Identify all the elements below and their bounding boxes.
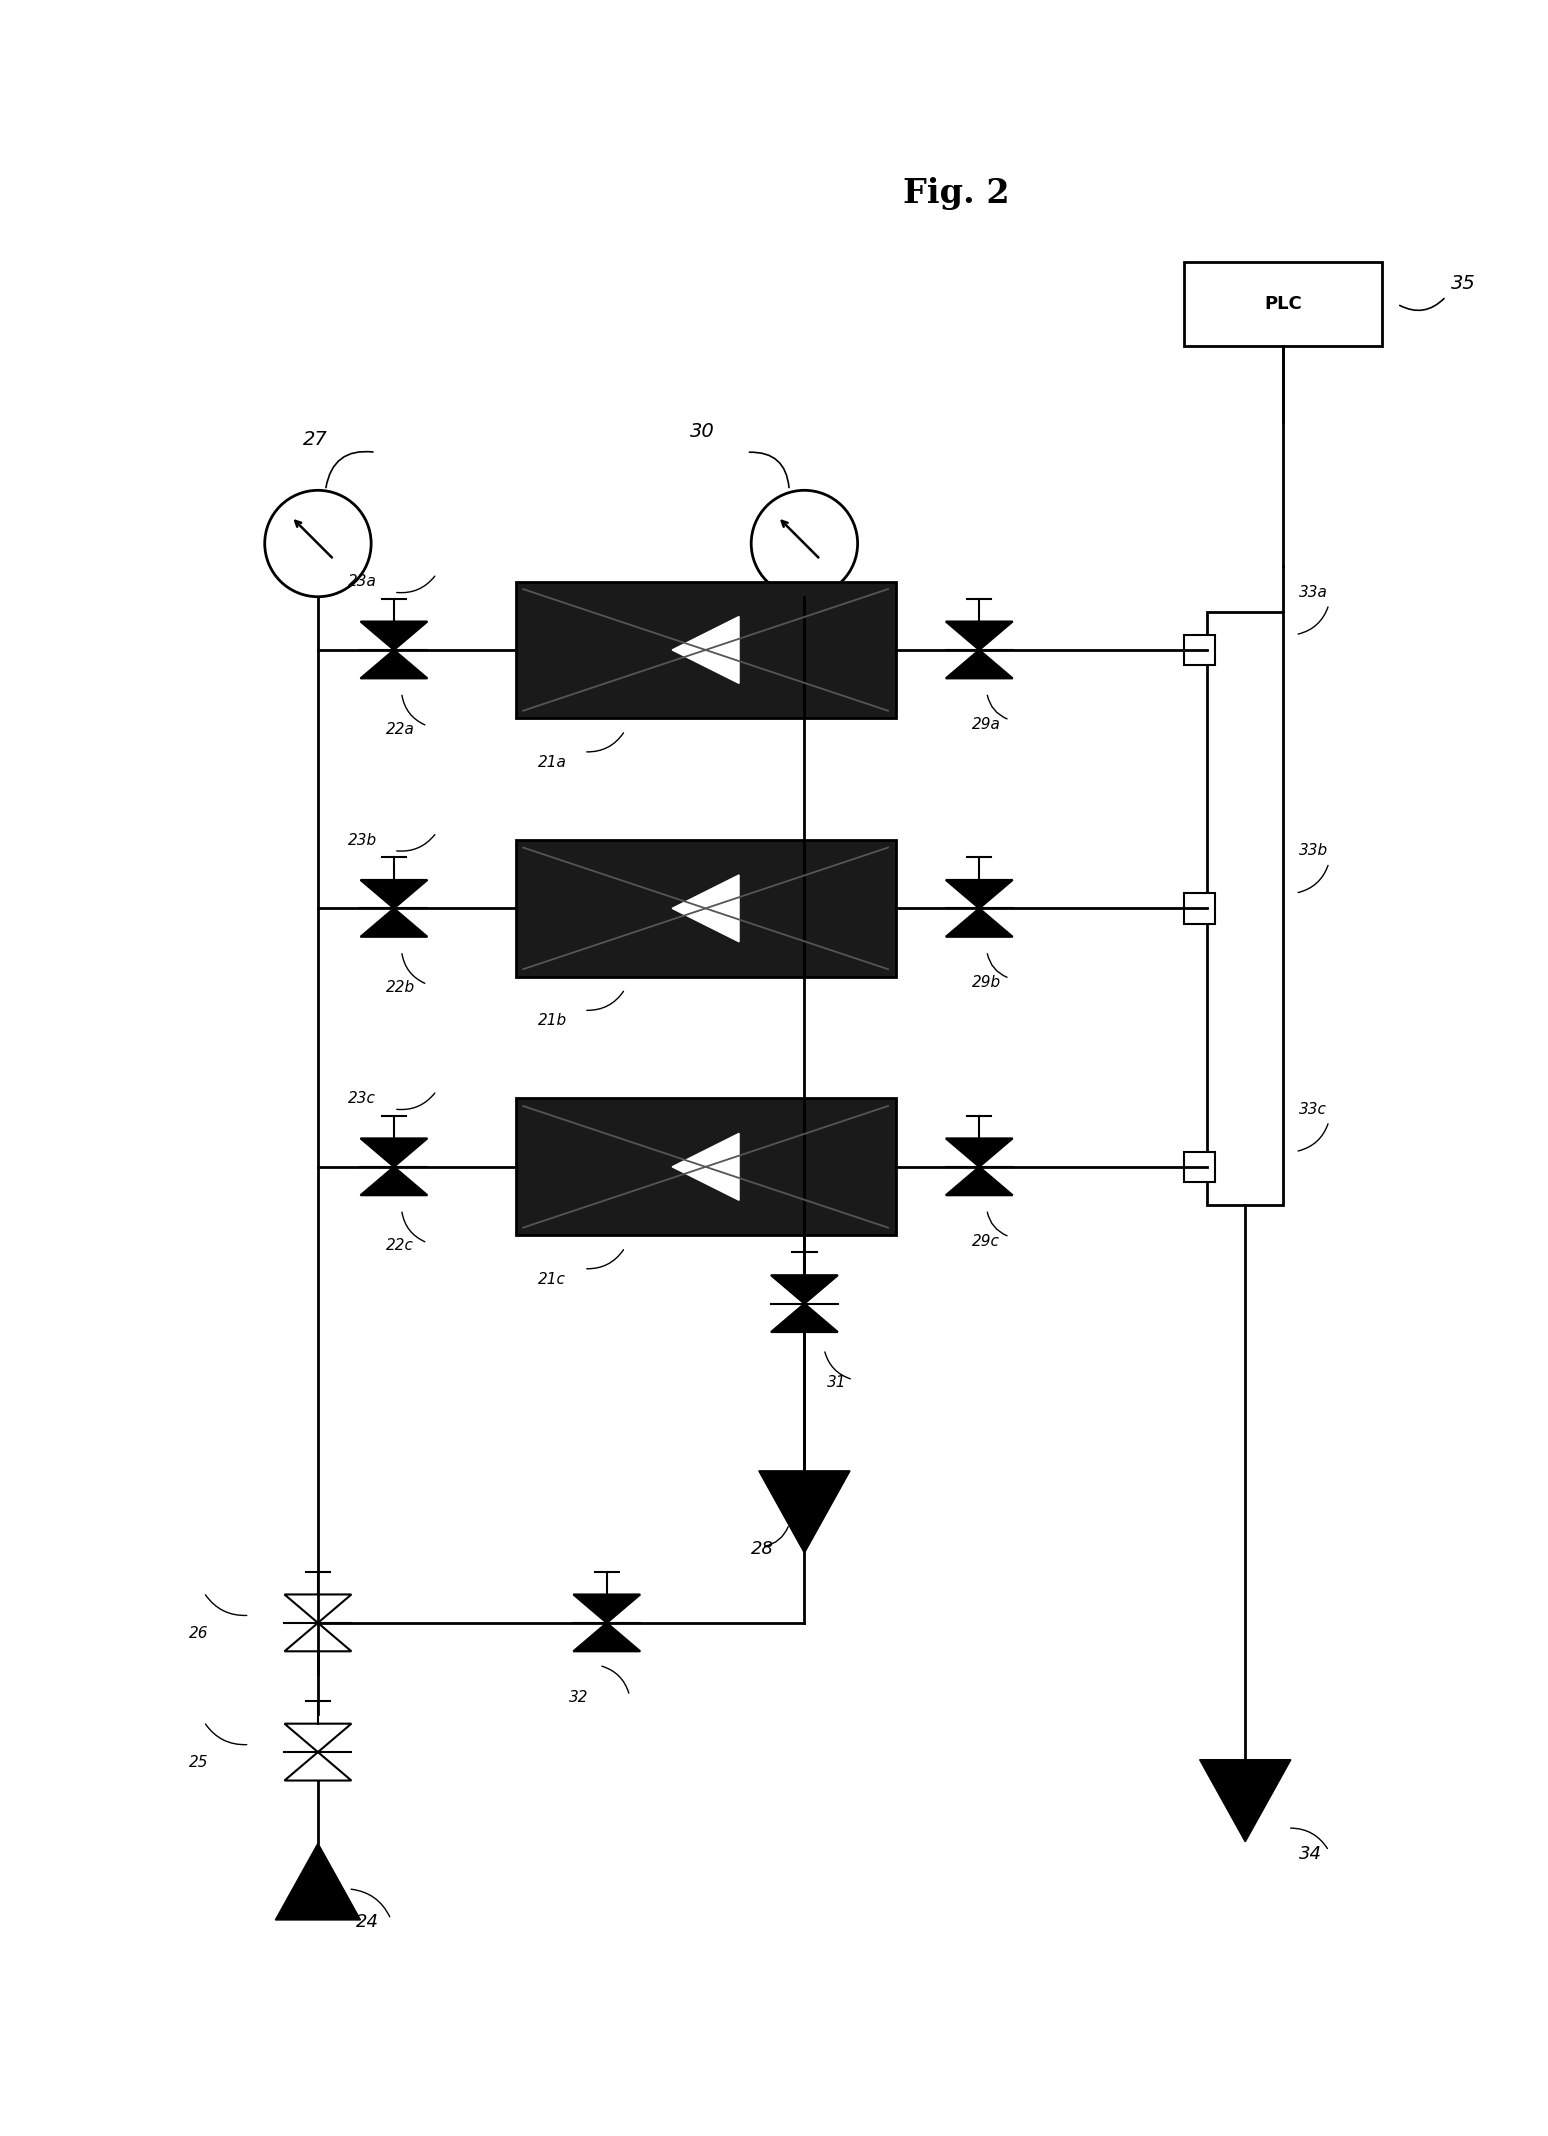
Bar: [1184, 634, 1215, 664]
Text: 35: 35: [1450, 273, 1475, 293]
Polygon shape: [672, 1134, 738, 1200]
Bar: [1207, 611, 1283, 1205]
Text: 28: 28: [751, 1540, 774, 1559]
Polygon shape: [759, 1472, 850, 1553]
Polygon shape: [672, 876, 738, 942]
Text: 22a: 22a: [387, 722, 415, 737]
Polygon shape: [276, 1843, 361, 1920]
Bar: [515, 581, 896, 718]
Bar: [1184, 263, 1382, 346]
Text: 34: 34: [1299, 1846, 1322, 1863]
Bar: [515, 1098, 896, 1235]
Polygon shape: [573, 1623, 641, 1651]
Polygon shape: [361, 1138, 427, 1166]
Text: 30: 30: [690, 423, 715, 442]
Circle shape: [265, 491, 372, 596]
Bar: [515, 839, 896, 976]
Polygon shape: [672, 617, 738, 684]
Text: Fig. 2: Fig. 2: [902, 177, 1009, 209]
Polygon shape: [771, 1275, 837, 1303]
Text: 33a: 33a: [1299, 585, 1327, 600]
Polygon shape: [361, 908, 427, 938]
Text: 27: 27: [303, 429, 328, 449]
Text: 23a: 23a: [348, 575, 378, 590]
Text: 29a: 29a: [972, 718, 1000, 733]
Polygon shape: [946, 880, 1012, 908]
Text: 21c: 21c: [539, 1271, 567, 1286]
Text: 23c: 23c: [348, 1091, 376, 1106]
Text: 22c: 22c: [387, 1239, 415, 1254]
Polygon shape: [771, 1303, 837, 1333]
Polygon shape: [946, 649, 1012, 679]
Text: 29c: 29c: [972, 1235, 1000, 1250]
Text: 33c: 33c: [1299, 1102, 1327, 1117]
Text: 25: 25: [189, 1756, 209, 1771]
Text: 22b: 22b: [387, 980, 415, 995]
Text: 21b: 21b: [539, 1012, 568, 1027]
Text: 33b: 33b: [1299, 844, 1328, 859]
Text: 21a: 21a: [539, 754, 567, 769]
Polygon shape: [361, 880, 427, 908]
Text: 23b: 23b: [348, 833, 378, 848]
Text: PLC: PLC: [1265, 295, 1302, 314]
Polygon shape: [361, 622, 427, 649]
Circle shape: [751, 491, 858, 596]
Bar: [1184, 1151, 1215, 1181]
Polygon shape: [946, 1138, 1012, 1166]
Polygon shape: [1200, 1760, 1291, 1841]
Text: 26: 26: [189, 1625, 209, 1640]
Text: 31: 31: [827, 1376, 847, 1391]
Text: 32: 32: [568, 1690, 588, 1705]
Polygon shape: [946, 622, 1012, 649]
Bar: [1184, 893, 1215, 923]
Polygon shape: [361, 649, 427, 679]
Polygon shape: [946, 908, 1012, 938]
Text: 24: 24: [356, 1914, 379, 1931]
Polygon shape: [946, 1166, 1012, 1196]
Polygon shape: [573, 1593, 641, 1623]
Polygon shape: [361, 1166, 427, 1196]
Text: 29b: 29b: [972, 976, 1000, 991]
